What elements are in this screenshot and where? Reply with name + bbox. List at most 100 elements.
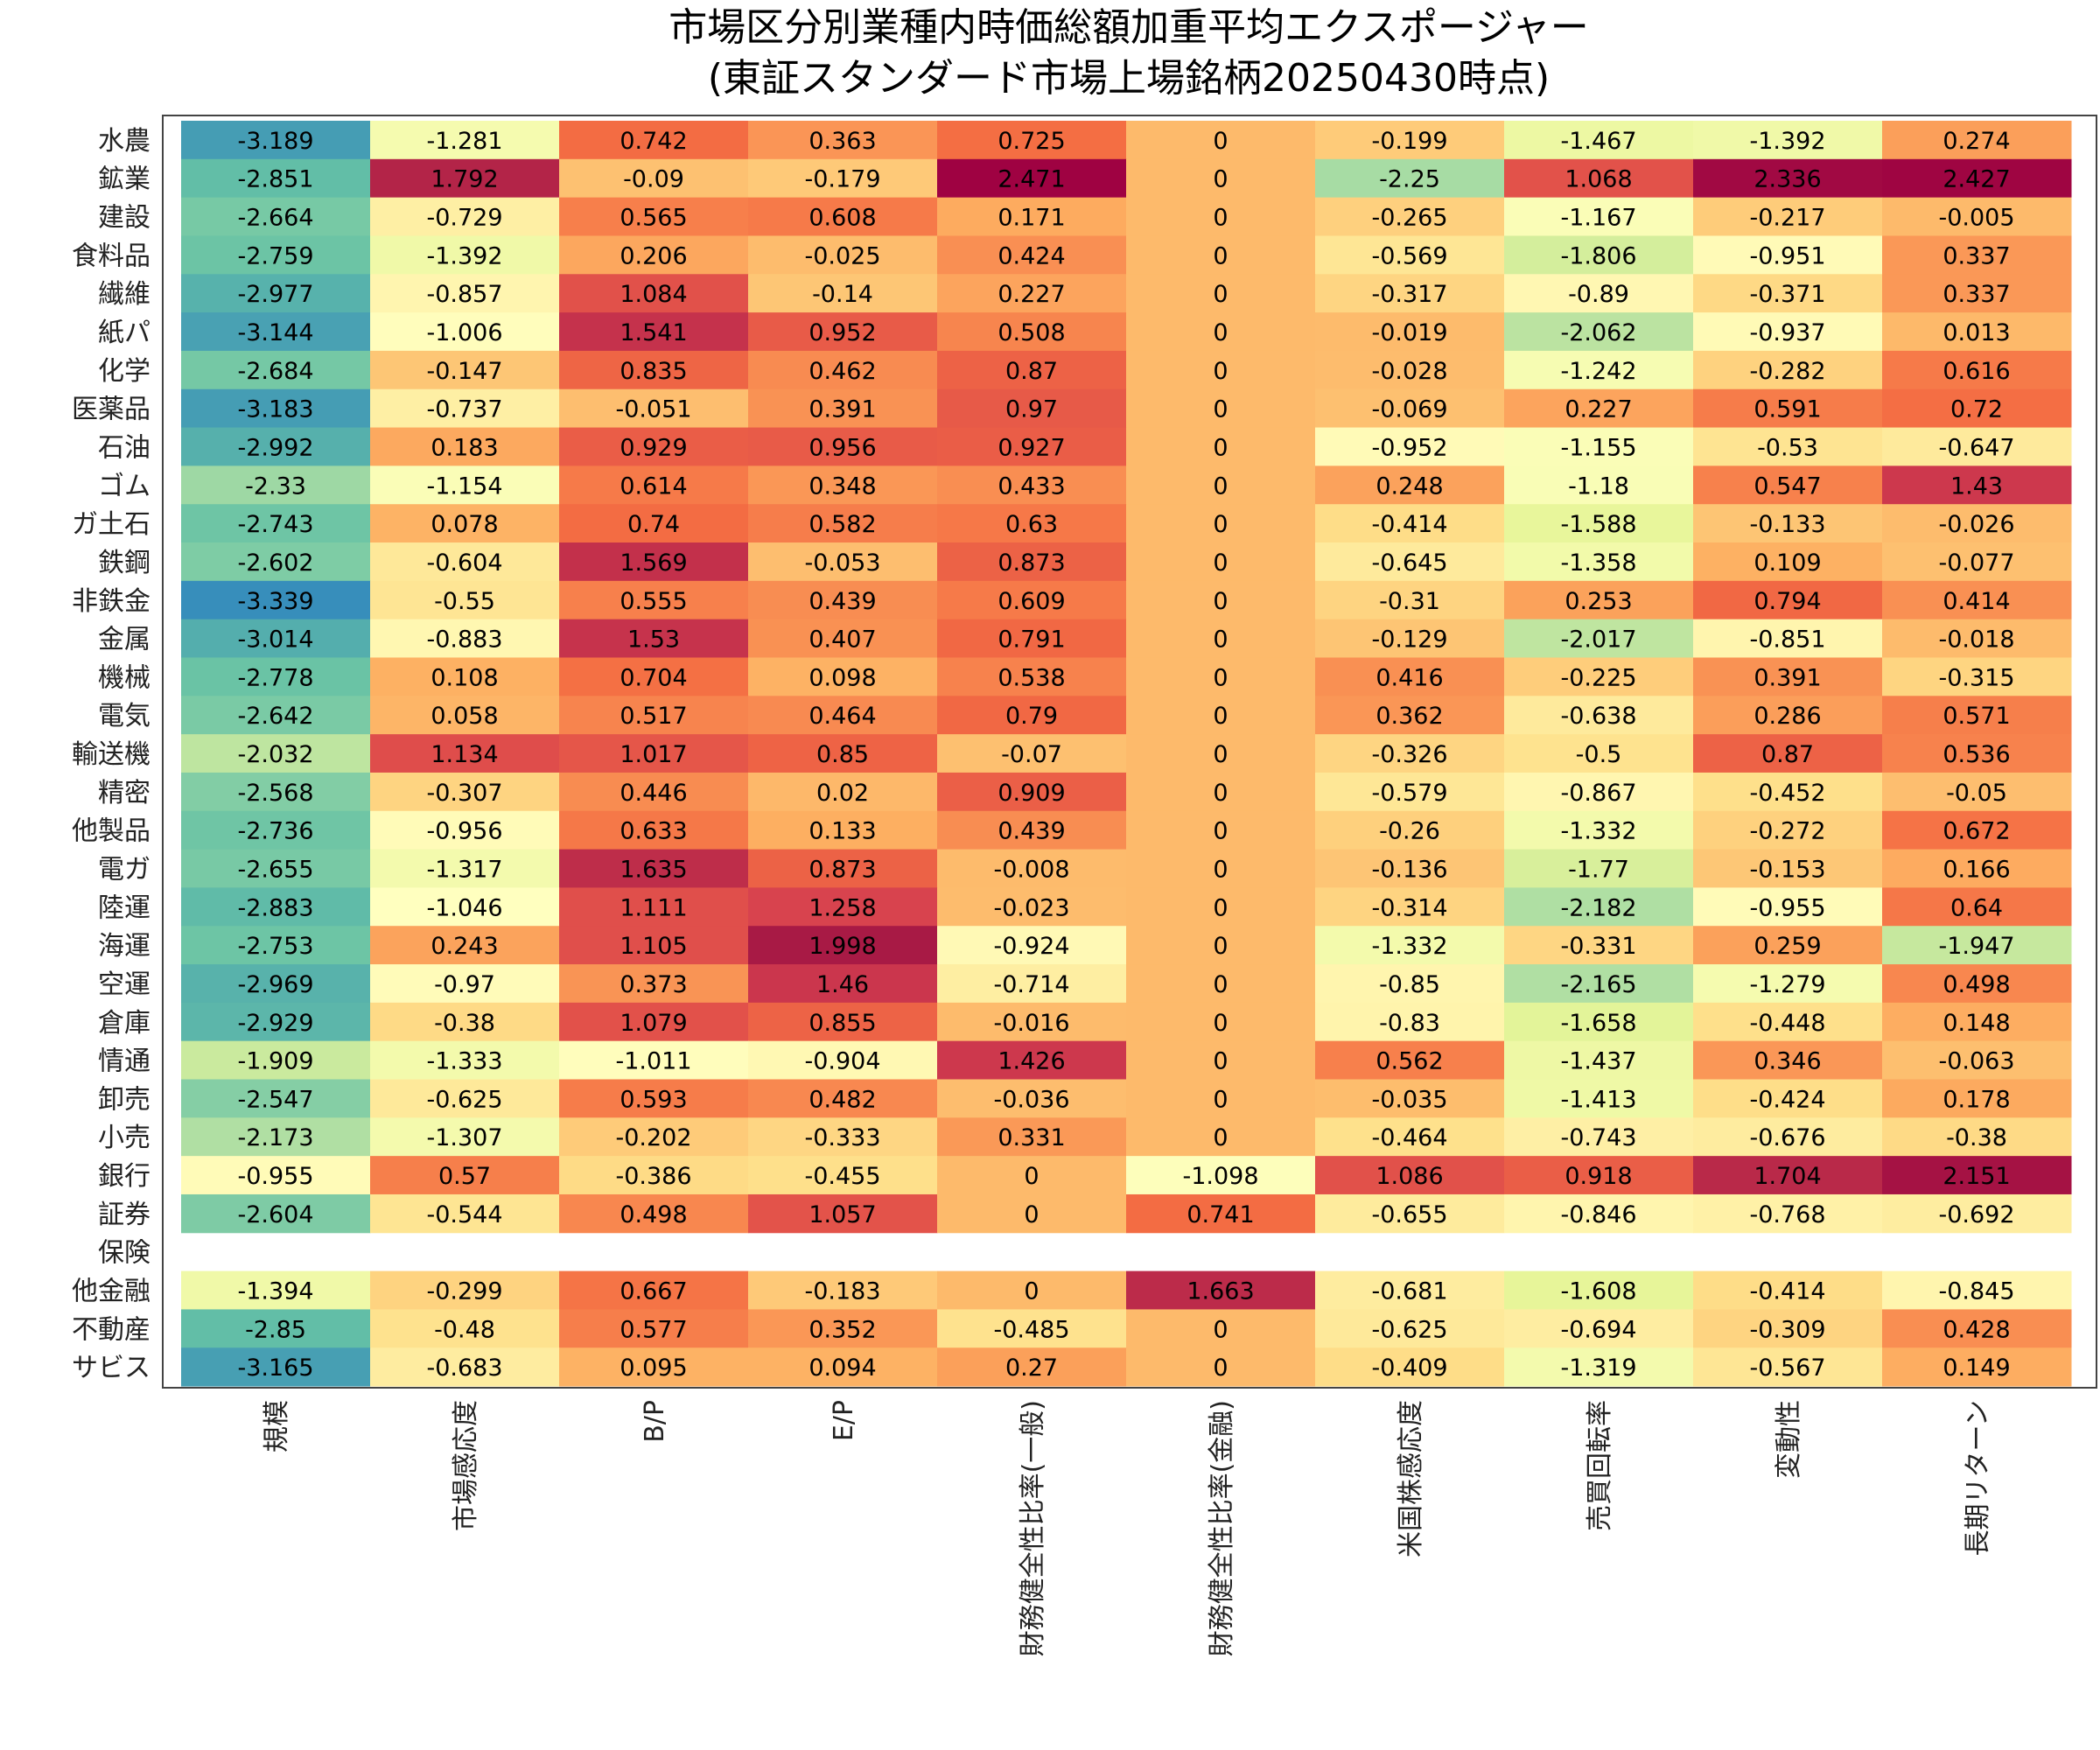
heatmap-cell: [1882, 350, 2072, 390]
heatmap-cell: [1504, 1156, 1694, 1195]
heatmap-cell: [1126, 1040, 1316, 1080]
heatmap-cell: [1693, 887, 1883, 927]
cell-value-label: -0.645: [1371, 550, 1447, 577]
heatmap-cell: [181, 235, 371, 275]
cell-value-label: -1.006: [426, 319, 502, 346]
cell-value-label: 0.337: [1942, 281, 2010, 308]
cell-value-label: -0.326: [1371, 741, 1447, 768]
row-label: 他製品: [72, 816, 150, 847]
cell-value-label: 0.855: [808, 1010, 876, 1037]
heatmap-cell: [748, 312, 938, 352]
cell-value-label: -1.608: [1560, 1278, 1636, 1306]
heatmap-cell: [1693, 696, 1883, 735]
heatmap-cell: [1315, 350, 1505, 390]
heatmap-cell: [181, 964, 371, 1004]
cell-value-label: -1.413: [1560, 1086, 1636, 1113]
heatmap-cell: [1504, 849, 1694, 888]
heatmap-cell: [1693, 312, 1883, 352]
heatmap-cell: [1315, 619, 1505, 658]
cell-value-label: 0.57: [438, 1163, 491, 1190]
cell-value-label: 0.593: [620, 1086, 687, 1113]
cell-value-label: -0.051: [615, 396, 691, 424]
cell-value-label: 0.227: [998, 281, 1065, 308]
row-label: 金属: [98, 625, 150, 655]
cell-value-label: 0.183: [430, 434, 498, 461]
heatmap-cell: [1882, 580, 2072, 620]
heatmap-cell: [559, 926, 749, 965]
cell-value-label: 0.391: [1754, 664, 1821, 691]
cell-value-label: 0: [1213, 205, 1228, 232]
heatmap-cell: [1504, 350, 1694, 390]
heatmap-cell: [370, 580, 560, 620]
cell-value-label: 0.508: [998, 319, 1065, 346]
column-label: 長期リターン: [1963, 1400, 1993, 1557]
cell-value-label: 0.741: [1186, 1201, 1254, 1228]
cell-value-label: -2.778: [237, 664, 313, 691]
heatmap-cell: [559, 388, 749, 429]
cell-value-label: 0: [1213, 856, 1228, 883]
heatmap-cell: [1126, 1194, 1316, 1234]
cell-value-label: -1.319: [1560, 1354, 1636, 1382]
heatmap-cell: [1693, 1194, 1883, 1234]
heatmap-cell: [559, 235, 749, 275]
heatmap-cell: [1315, 466, 1505, 505]
heatmap-cell: [1126, 849, 1316, 888]
cell-value-label: -2.736: [237, 818, 313, 845]
cell-value-label: -0.026: [1938, 511, 2014, 538]
heatmap-cell: [1315, 1156, 1505, 1195]
heatmap-cell: [181, 350, 371, 390]
heatmap-cell: [748, 1117, 938, 1157]
cell-value-label: -0.282: [1749, 358, 1825, 385]
cell-value-label: -2.977: [237, 281, 313, 308]
cell-value-label: -1.154: [426, 472, 502, 500]
heatmap-cell: [748, 964, 938, 1004]
heatmap-cell: [1126, 1348, 1316, 1387]
cell-value-label: -1.332: [1371, 933, 1447, 960]
cell-value-label: 0: [1213, 1316, 1228, 1343]
cell-value-label: -1.437: [1560, 1048, 1636, 1075]
cell-value-label: 0.464: [808, 703, 876, 730]
heatmap-cell: [1315, 388, 1505, 429]
cell-value-label: -0.845: [1938, 1278, 2014, 1306]
cell-value-label: 0.873: [808, 856, 876, 883]
heatmap-cell: [1504, 734, 1694, 774]
cell-value-label: 0.253: [1564, 588, 1632, 615]
heatmap-cell: [1693, 1040, 1883, 1080]
heatmap-cell: [937, 964, 1127, 1004]
heatmap-cell: [748, 1156, 938, 1195]
heatmap-cell: [1126, 504, 1316, 543]
heatmap-cell: [370, 734, 560, 774]
cell-value-label: -0.025: [804, 242, 880, 270]
cell-value-label: -2.883: [237, 894, 313, 921]
heatmap-cell: [937, 580, 1127, 620]
heatmap-cell: [370, 388, 560, 429]
heatmap-cell: [1882, 235, 2072, 275]
heatmap-cell: [937, 504, 1127, 543]
heatmap-cell: [1882, 466, 2072, 505]
cell-value-label: -0.55: [434, 588, 495, 615]
heatmap-cell: [748, 1002, 938, 1042]
cell-value-label: 0.346: [1754, 1048, 1821, 1075]
heatmap-cell: [937, 542, 1127, 582]
column-label: 米国株感応度: [1396, 1400, 1426, 1558]
cell-value-label: -3.189: [237, 128, 313, 155]
column-label: 売買回転率: [1585, 1400, 1615, 1531]
cell-value-label: 0.178: [1942, 1086, 2010, 1113]
heatmap-cell: [181, 657, 371, 696]
cell-value-label: -0.07: [1001, 741, 1062, 768]
heatmap-cell: [937, 121, 1127, 160]
cell-value-label: 0.74: [627, 511, 680, 538]
heatmap-cell: [1882, 1348, 2072, 1387]
heatmap-cell: [1315, 542, 1505, 582]
heatmap-cell: [937, 926, 1127, 965]
row-label: 証券: [98, 1200, 150, 1230]
cell-value-label: 0.206: [620, 242, 687, 270]
heatmap-cell: [748, 466, 938, 505]
cell-value-label: 0: [1213, 971, 1228, 998]
cell-value-label: -0.956: [426, 818, 502, 845]
cell-value-label: 1.704: [1754, 1163, 1821, 1190]
heatmap-cell: [1315, 657, 1505, 696]
cell-value-label: 1.057: [808, 1201, 876, 1228]
cell-value-label: -1.307: [426, 1124, 502, 1152]
cell-value-label: -3.144: [237, 319, 313, 346]
